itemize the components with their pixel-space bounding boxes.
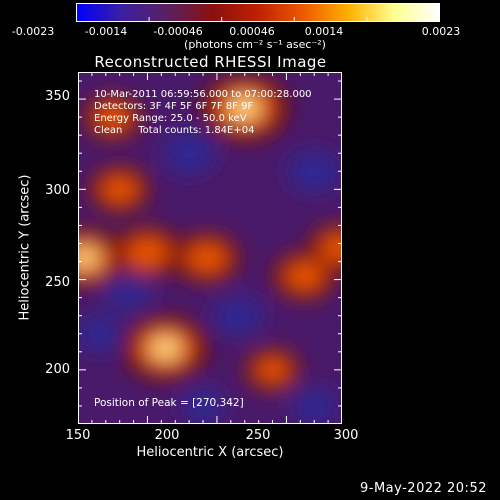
heatmap-dark-region <box>287 150 342 192</box>
heatmap-dark-region <box>162 132 216 174</box>
heatmap-source <box>118 313 213 383</box>
heatmap-source <box>110 225 185 280</box>
x-tick-label: 250 <box>245 428 271 443</box>
annotation-time-range: 10-Mar-2011 06:59:56.000 to 07:00:28.000 <box>94 89 312 100</box>
colorbar-bar <box>76 3 440 22</box>
heatmap-dark-region <box>78 316 123 352</box>
heatmap-dark-region <box>291 388 338 424</box>
y-tick-label: 300 <box>45 183 70 198</box>
annotation-method: Clean Total counts: 1.84E+04 <box>94 125 255 136</box>
annotation-detectors: Detectors: 3F 4F 5F 6F 7F 8F 9F <box>94 101 254 112</box>
heatmap-source <box>242 347 303 393</box>
heatmap-dark-region <box>101 271 152 310</box>
heatmap-plot <box>78 72 342 424</box>
heatmap-dark-region <box>180 389 226 423</box>
x-axis-label: Heliocentric X (arcsec) <box>136 445 284 460</box>
y-tick-label: 250 <box>45 275 70 290</box>
x-tick-label: 200 <box>154 428 180 443</box>
colorbar-tick-label: -0.0023 <box>11 25 55 38</box>
colorbar-units: (photons cm⁻² s⁻¹ asec⁻²) <box>184 38 326 51</box>
colorbar <box>76 3 440 22</box>
timestamp: 9-May-2022 20:52 <box>360 481 487 496</box>
heatmap-source <box>171 231 244 285</box>
colorbar-tick-label: 0.0014 <box>304 25 344 38</box>
y-tick-label: 200 <box>45 362 70 377</box>
heatmap-source <box>306 222 342 272</box>
x-tick-label: 150 <box>65 428 91 443</box>
colorbar-tick-label: 0.0023 <box>421 25 461 38</box>
colorbar-tick-label: 0.00046 <box>229 25 275 38</box>
annotation-peak-position: Position of Peak = [270,342] <box>94 397 244 409</box>
x-tick-label: 300 <box>333 428 359 443</box>
colorbar-tick-label: -0.0014 <box>84 25 128 38</box>
heatmap-source <box>86 165 153 214</box>
heatmap-source <box>196 72 293 144</box>
y-tick-label: 350 <box>45 89 70 104</box>
annotation-energy: Energy Range: 25.0 - 50.0 keV <box>94 113 247 124</box>
plot-frame <box>78 72 342 424</box>
colorbar-tick-label: -0.00046 <box>153 25 203 38</box>
y-axis-label: Heliocentric Y (arcsec) <box>17 174 33 321</box>
chart-title: Reconstructed RHESSI Image <box>94 53 327 71</box>
heatmap-source <box>80 93 145 141</box>
heatmap-dark-region <box>212 296 263 335</box>
